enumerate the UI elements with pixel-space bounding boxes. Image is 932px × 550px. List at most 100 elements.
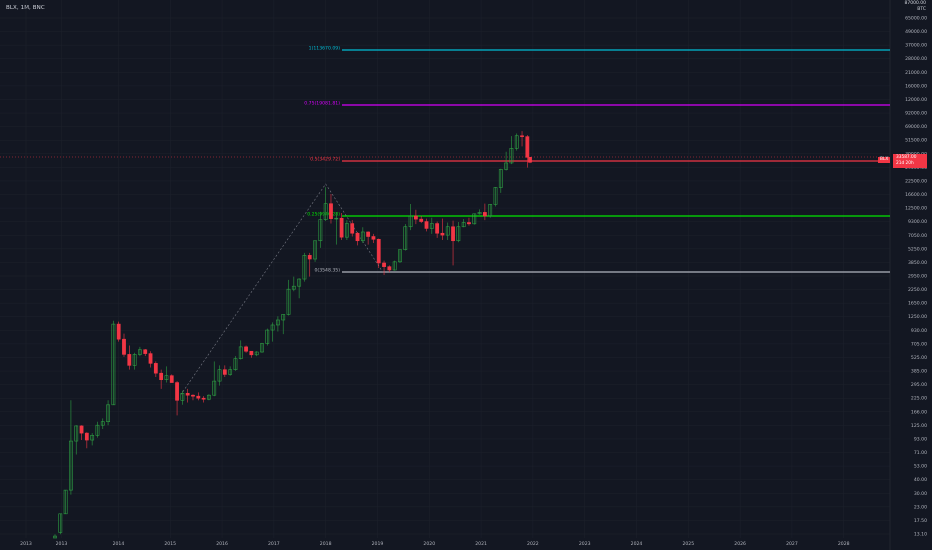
- candle-body: [100, 421, 105, 426]
- candle-body: [244, 346, 248, 352]
- candle-body: [233, 358, 238, 370]
- candle-body: [106, 404, 110, 422]
- candle-body: [196, 395, 201, 399]
- candle-body: [270, 324, 275, 331]
- currency-unit: BTC: [917, 7, 926, 12]
- candle-body: [153, 363, 158, 374]
- candle-body: [254, 351, 259, 356]
- price-tick-label: 23.00: [914, 504, 927, 510]
- price-tick-label: 2950.00: [908, 274, 927, 280]
- price-tick-label: 40.00: [914, 477, 927, 483]
- time-tick-label: 2019: [372, 541, 384, 547]
- time-tick-label: 2013: [56, 541, 68, 547]
- candle-body: [276, 319, 280, 326]
- candle-body: [249, 350, 254, 356]
- price-tick-label: 295.00: [911, 382, 927, 388]
- time-tick-label: 2017: [268, 541, 280, 547]
- candle-body: [302, 255, 307, 280]
- price-tick-label: 37000.00: [905, 43, 927, 49]
- price-tick-label: 3850.00: [908, 260, 927, 266]
- candle-body: [69, 440, 73, 491]
- time-tick-label: 2025: [682, 541, 694, 547]
- candle-body: [509, 148, 514, 164]
- price-tick-label: 1250.00: [908, 314, 927, 320]
- candle-body: [148, 353, 153, 364]
- candle-body: [291, 285, 296, 290]
- candle-body: [498, 169, 503, 188]
- price-tick-label: 9300.00: [908, 219, 927, 225]
- candle-body: [191, 394, 195, 397]
- candle-body: [360, 231, 365, 242]
- price-tick-label: 28000.00: [905, 56, 927, 62]
- candle-body: [329, 203, 333, 219]
- candle-body: [207, 394, 211, 400]
- time-tick-label: 2024: [631, 541, 643, 547]
- candle-body: [185, 393, 190, 396]
- price-tick-label: 12500.00: [905, 206, 927, 212]
- candle-body: [175, 382, 179, 401]
- candle-body: [58, 513, 63, 533]
- price-axis: 65000.00 49000.00 37000.00 28000.00 21000.00…: [905, 16, 927, 538]
- candle-body: [74, 425, 79, 442]
- candle-body: [355, 232, 360, 242]
- candle-body: [122, 338, 126, 355]
- time-tick-label: 2022: [527, 541, 539, 547]
- price-tick-label: 166.00: [911, 409, 927, 415]
- candle-body: [350, 223, 355, 234]
- candle-body: [514, 135, 519, 149]
- candle-body: [467, 222, 471, 225]
- candle-body: [488, 204, 493, 217]
- candle-body: [366, 231, 371, 237]
- candle-body: [143, 349, 148, 354]
- currency-label: 87000.00 BTC: [905, 1, 926, 13]
- candle-body: [461, 222, 466, 228]
- price-tick-label: 525.00: [911, 355, 927, 361]
- price-tick-label: 16600.00: [905, 192, 927, 198]
- candle-body: [520, 135, 524, 137]
- fib-label: 0.75(19081.81): [304, 101, 340, 107]
- candle-body: [392, 261, 397, 271]
- time-tick-label: 2014: [113, 541, 125, 547]
- price-tick-label: 92000.00: [905, 111, 927, 117]
- candle-body: [477, 212, 482, 215]
- fib-levels: 1(113670.09) 0.75(19081.81) 0.5(3429.72) 0.…: [0, 46, 890, 396]
- time-tick-label: 2028: [838, 541, 850, 547]
- candle-body: [435, 223, 440, 234]
- fib-label: 1(113670.09): [309, 46, 341, 52]
- candle-body: [429, 223, 434, 229]
- price-tag-symbol: BLX: [878, 157, 891, 163]
- time-tick-label: 2026: [734, 541, 746, 547]
- chart-header-title: BLX, 1M, BNC: [6, 5, 45, 11]
- fib-label: 0(3548.35): [314, 268, 340, 274]
- candle-body: [387, 266, 392, 271]
- candle-body: [525, 136, 530, 158]
- candle-body: [445, 226, 450, 236]
- candle-body: [180, 393, 185, 401]
- price-tick-label: 2250.00: [908, 287, 927, 293]
- price-tick-label: 49000.00: [905, 29, 927, 35]
- candle-body: [313, 240, 317, 260]
- candle-body: [482, 212, 487, 217]
- candle-body: [424, 221, 429, 229]
- price-tick-label: 930.00: [911, 328, 927, 334]
- time-tick-label: 2016: [216, 541, 228, 547]
- price-tick-label: 225.00: [911, 396, 927, 402]
- candles: [53, 131, 532, 539]
- candle-body: [504, 162, 509, 170]
- fib-label: 0.5(3429.72): [310, 157, 340, 163]
- price-tick-label: 12000.00: [905, 97, 927, 103]
- candle-body: [371, 236, 376, 240]
- candle-body: [403, 226, 408, 250]
- price-tag-price: 33587.00: [896, 155, 917, 160]
- time-tick-label: 2015: [164, 541, 176, 547]
- price-tag-countdown: 21d 20h: [896, 161, 914, 166]
- candle-body: [159, 372, 164, 380]
- price-tick-label: 51500.00: [905, 138, 927, 144]
- price-tick-label: 705.00: [911, 341, 927, 347]
- price-tick-label: 65000.00: [905, 16, 927, 22]
- grid: [0, 0, 891, 550]
- price-tick-label: 69000.00: [905, 124, 927, 130]
- candle-body: [528, 156, 532, 163]
- candle-body: [382, 262, 386, 267]
